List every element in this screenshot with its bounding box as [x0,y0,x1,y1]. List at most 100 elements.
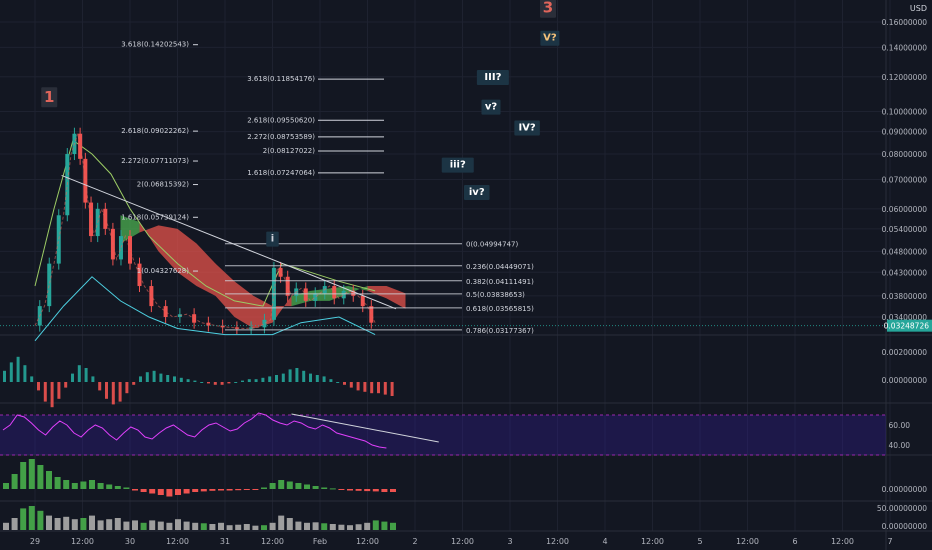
macd-bar [207,382,210,384]
oscillator-bar [218,489,224,491]
oscillator-tick-label: 0.00000000 [882,485,928,494]
time-tick-label: Feb [313,537,327,546]
candle-up [262,319,267,328]
fib-extension-label: 2.272(0.07711073) [121,157,189,165]
cloud-segment-bearish [177,228,197,287]
oscillator-bar [37,465,44,489]
oscillator-bar [261,487,267,489]
fib-extension-label: 3.618(0.14202543) [121,41,189,49]
oscillator-bar [175,489,181,495]
volume-bar [149,520,156,530]
macd-tick-label: 0.00000000 [882,376,928,385]
volume-bar [347,525,353,530]
volume-bar [243,524,250,530]
last-price-badge [887,319,932,332]
time-tick-label: 12:00 [166,537,189,546]
macd-bar [91,376,95,382]
price-pane[interactable]: 0(0.04994747) 0.236(0.04449071) 0.382(0.04… [0,0,886,342]
macd-bar [356,382,360,391]
volume-bar [89,515,95,530]
volume-tick-label: 50.00000000 [877,504,927,513]
oscillator-bar [140,489,147,492]
fib-retracement-label: 0.236(0.04449071) [466,263,534,271]
rsi-pane[interactable]: 60.00 40.00 [0,412,911,456]
candle-down [163,306,168,317]
macd-bar [43,382,47,402]
fib-extension-label: 1.618(0.05739124) [121,213,189,221]
macd-bar [315,375,319,382]
volume-bar [11,518,18,530]
candle-up [47,263,52,307]
price-tick-label: 0.10000000 [882,108,928,117]
macd-tick-label: 0.00200000 [882,348,928,357]
fib-retracement-label: 0.618(0.03565815) [466,305,534,313]
price-tick-label: 0.04300000 [882,268,928,277]
wave-label-box [441,157,474,173]
oscillator-bar [355,489,362,491]
volume-bar [381,521,388,530]
oscillator-bar [71,483,78,489]
macd-bar [23,365,27,382]
macd-bar [193,380,197,382]
oscillator-bar [200,489,207,492]
price-axis[interactable]: USD 0.16000000 0.14000000 0.12000000 0.1000… [882,4,932,332]
oscillator-bar [347,489,353,491]
wave-label-box [540,0,556,18]
macd-bar [200,382,204,383]
volume-bar [286,518,293,530]
macd-bar [152,370,156,382]
cloud-segment-bearish [253,295,273,329]
wave-label: v? [485,102,498,113]
macd-bar [105,382,108,399]
trendline [61,174,397,310]
volume-bar [140,522,147,530]
macd-bar [71,373,74,382]
fib-extension-label: 2(0.06815392) [137,181,189,189]
oscillator-bar [269,483,276,489]
volume-bar [200,523,207,530]
macd-bar [166,375,170,382]
oscillator-bar [114,486,121,489]
wave-label-box [476,69,509,85]
time-tick-label: 7 [887,537,892,546]
macd-pane[interactable]: 0.00200000 0.00000000 [3,348,928,408]
candle-up [56,215,61,264]
volume-bar [114,518,121,530]
time-tick-label: 30 [125,537,135,546]
oscillator-bar [226,489,233,491]
volume-bar [97,520,104,530]
macd-bar [9,362,13,382]
time-axis[interactable]: 29 12:00 30 12:00 31 12:00 Feb 12:00 2 12:00 3 12:0… [30,537,893,546]
volume-bar [192,522,199,530]
oscillator-pane[interactable]: 0.00000000 [3,459,927,497]
macd-bar [227,382,231,384]
macd-bar [220,382,224,385]
oscillator-bar [235,489,242,491]
volume-pane[interactable]: 50.00000000 0.00000000 [3,504,927,531]
macd-bar [322,376,326,382]
macd-bar [77,365,81,382]
fib-retracement-label: 0.382(0.04111491) [466,278,534,286]
volume-bar [252,525,259,530]
last-price-label: 0.03248726 [884,322,930,331]
macd-bar [309,373,312,382]
macd-bar [37,382,40,391]
volume-bar [157,521,164,530]
candle-down [369,306,374,323]
price-tick-label: 0.04800000 [882,247,928,256]
fib-extension-label: 3.618(0.11854176) [247,75,315,83]
macd-bar [98,382,102,391]
oscillator-bar [106,484,113,489]
volume-bar [80,518,87,530]
macd-bar [179,377,183,382]
fib-retracement-label: 0.5(0.03838653) [466,291,525,299]
currency-label: USD [910,4,927,13]
rsi-tick-label: 40.00 [889,441,911,450]
macd-bar [268,376,272,382]
macd-bar [64,382,68,388]
macd-bar [84,368,88,382]
rsi-tick-label: 60.00 [889,421,911,430]
wave-label: iii? [450,160,466,171]
